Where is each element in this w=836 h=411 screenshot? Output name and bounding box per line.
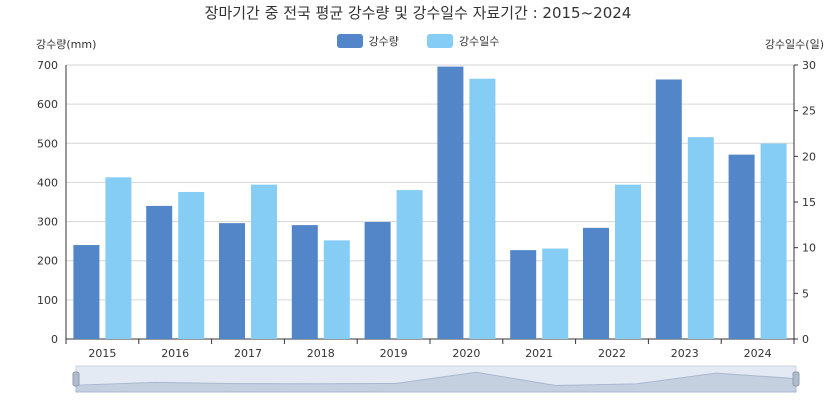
y-tick-label: 100 [37, 294, 58, 307]
bar-rain-days [687, 137, 714, 339]
bar-rain-days [469, 78, 496, 339]
bar-precipitation [219, 223, 245, 339]
legend-label-precipitation: 강수량 [368, 35, 399, 48]
y2-axis-title: 강수일수(일) [764, 38, 824, 51]
legend: 강수량 강수일수 [0, 33, 836, 49]
bar-rain-days [105, 177, 132, 339]
y-tick-label: 300 [37, 216, 58, 229]
bar-precipitation [291, 225, 318, 339]
bar-precipitation [364, 221, 391, 339]
bar-rain-days [323, 240, 350, 339]
bar-rain-days [396, 190, 423, 339]
zoom-handle-left[interactable] [72, 371, 80, 387]
bar-rain-days [251, 184, 277, 339]
chart-title: 장마기간 중 전국 평균 강수량 및 강수일수 자료기간 : 2015~2024 [204, 4, 632, 22]
x-tick-label: 2015 [88, 347, 116, 360]
zoom-handle-right[interactable] [792, 371, 800, 387]
x-tick-label: 2024 [744, 347, 772, 360]
x-tick-label: 2018 [307, 347, 335, 360]
y2-tick-label: 25 [802, 105, 816, 118]
y-tick-label: 500 [37, 137, 58, 150]
legend-item-rain-days[interactable]: 강수일수 [426, 33, 500, 49]
y2-tick-label: 10 [802, 242, 816, 255]
y2-tick-label: 30 [802, 59, 816, 72]
bar-rain-days [760, 143, 787, 339]
legend-label-rain-days: 강수일수 [458, 35, 500, 48]
bar-precipitation [146, 205, 173, 339]
y2-tick-label: 15 [802, 196, 816, 209]
y2-tick-label: 5 [802, 287, 809, 300]
bar-rain-days [542, 248, 569, 339]
y2-tick-label: 0 [802, 333, 809, 346]
y-tick-label: 700 [37, 59, 58, 72]
y2-tick-label: 20 [802, 150, 816, 163]
x-tick-label: 2017 [234, 347, 262, 360]
legend-swatch-rain-days [426, 34, 453, 48]
bar-rain-days [178, 191, 205, 339]
x-tick-label: 2022 [598, 347, 626, 360]
bar-precipitation [73, 245, 100, 339]
bar-rain-days [615, 184, 641, 339]
x-tick-label: 2016 [161, 347, 189, 360]
x-tick-label: 2020 [452, 347, 480, 360]
y-axis-title: 강수량(mm) [36, 38, 97, 51]
bar-precipitation [583, 227, 609, 339]
bar-precipitation [655, 79, 682, 340]
y-tick-label: 200 [37, 255, 58, 268]
y-tick-label: 400 [37, 176, 58, 189]
legend-swatch-precipitation [336, 34, 363, 48]
bar-precipitation [510, 250, 537, 339]
x-tick-label: 2023 [671, 347, 699, 360]
y-tick-label: 600 [37, 98, 58, 111]
bar-precipitation [728, 154, 755, 339]
legend-item-precipitation[interactable]: 강수량 [336, 33, 399, 49]
x-tick-label: 2019 [380, 347, 408, 360]
y-tick-label: 0 [51, 333, 58, 346]
bar-precipitation [437, 66, 464, 340]
x-tick-label: 2021 [525, 347, 553, 360]
